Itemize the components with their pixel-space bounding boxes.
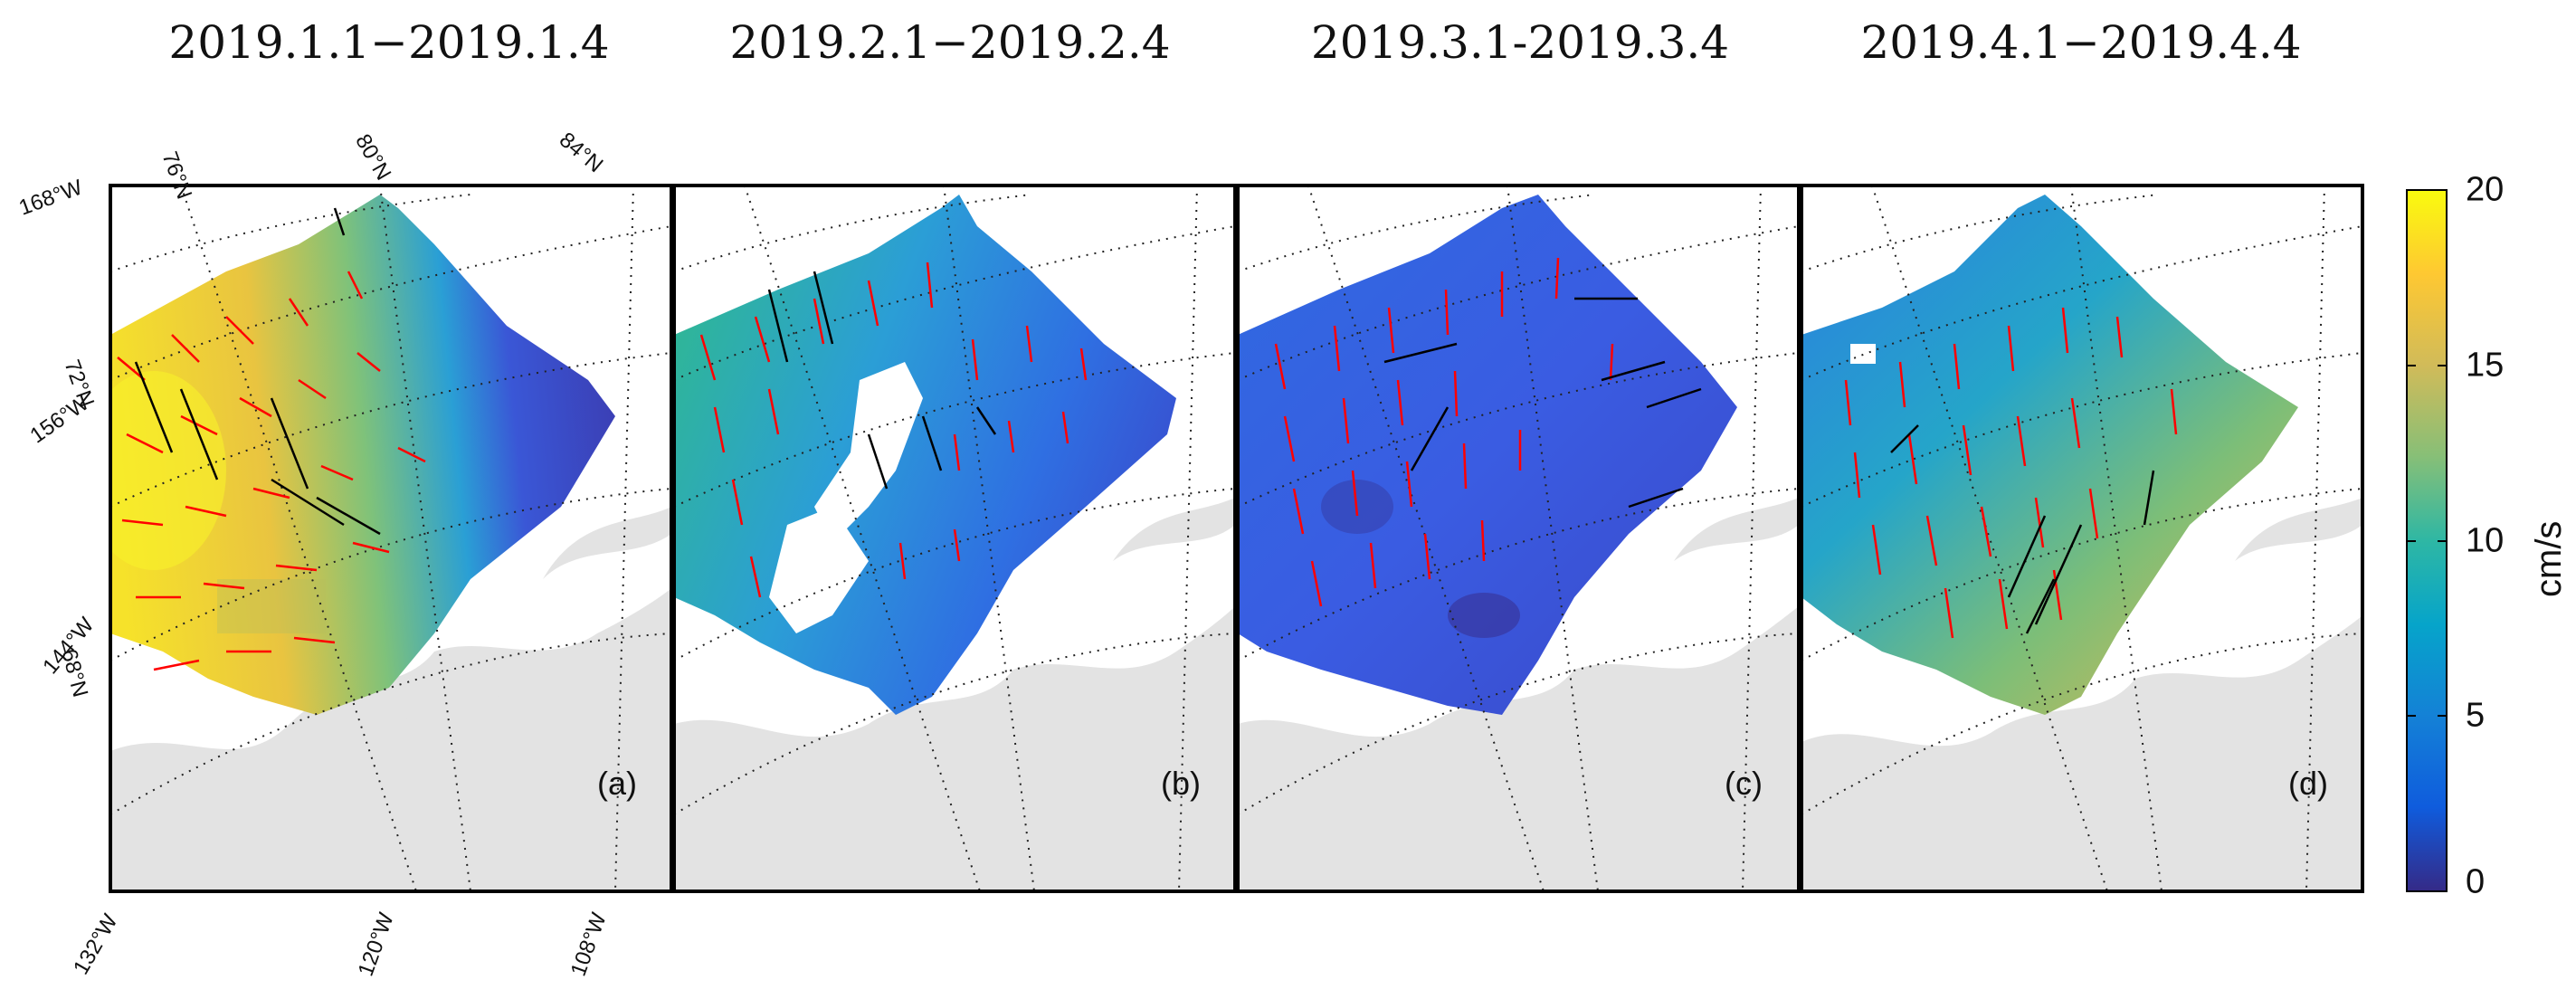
colorbar-unit: cm/s (2529, 520, 2569, 597)
colorbar-tick-20: 20 (2466, 170, 2505, 209)
panel-b-map (674, 186, 1235, 891)
colorbar-tick-0: 0 (2466, 862, 2486, 901)
panel-frame-c (1236, 184, 1801, 893)
panel-title-a: 2019.1.1−2019.1.4 (168, 16, 610, 69)
land-mass-a (110, 588, 671, 891)
panel-letter-d: (d) (2288, 765, 2328, 802)
panel-frames (109, 184, 2364, 893)
colorbar-tick-5: 5 (2466, 696, 2486, 735)
panel-frame-d (1800, 184, 2364, 893)
colorbar-tick-10: 10 (2466, 521, 2505, 560)
panel-title-c: 2019.3.1-2019.3.4 (1310, 16, 1730, 69)
velocity-field-a (110, 195, 615, 715)
velocity-field-c (1238, 195, 1737, 715)
panel-title-b: 2019.2.1−2019.2.4 (729, 16, 1171, 69)
graticule (110, 186, 2362, 891)
panel-letter-c: (c) (1725, 765, 1763, 802)
panel-title-d: 2019.4.1−2019.4.4 (1860, 16, 2302, 69)
land-mass-c (1238, 606, 1799, 891)
panel-c-map (1238, 186, 1799, 891)
panel-letter-a: (a) (597, 765, 637, 802)
colorbar-tick-15: 15 (2466, 346, 2505, 385)
panel-frame-a (109, 184, 673, 893)
panel-frame-b (672, 184, 1237, 893)
red-velocity-arrows (117, 257, 2178, 671)
land-mass-b (674, 606, 1235, 891)
black-drift-arrows (134, 207, 2155, 634)
panel-letter-b: (b) (1161, 765, 1201, 802)
panel-a-map (110, 186, 671, 891)
panel-d-map (1801, 186, 2362, 891)
land-mass-d (1801, 615, 2362, 891)
velocity-field-d (1801, 195, 2298, 715)
